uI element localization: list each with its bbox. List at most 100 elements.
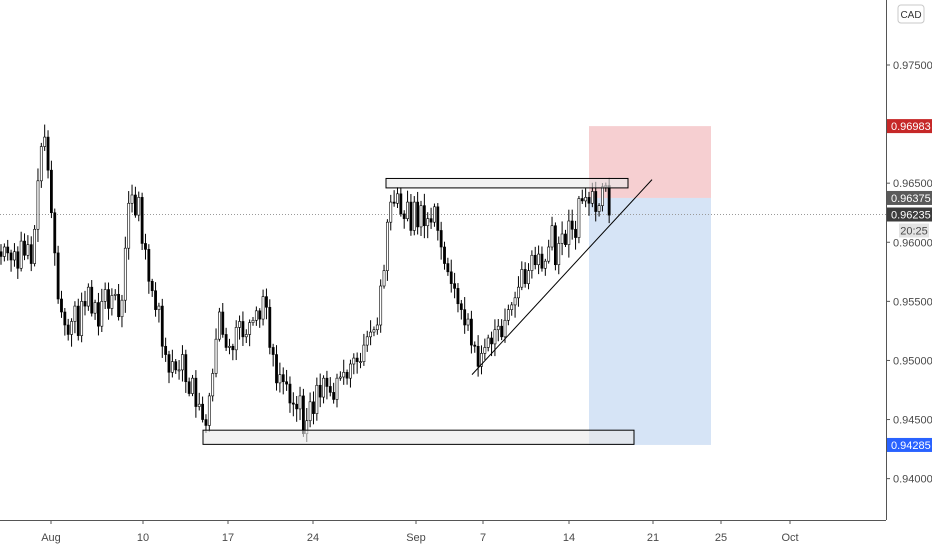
time-axis[interactable]: Aug 10 17 24 Sep 7 14 21 25 Oct — [0, 520, 886, 544]
candle-body — [248, 322, 252, 335]
candle-body — [204, 419, 208, 426]
candle-body — [63, 311, 67, 326]
candle-body — [275, 354, 278, 384]
candle-body — [312, 401, 315, 414]
candle-body — [490, 337, 493, 345]
candle-body — [399, 193, 403, 215]
price-tick-label: 0.96500 — [893, 178, 932, 190]
candle-body — [469, 318, 473, 346]
candle-body — [214, 338, 218, 374]
candle-body — [160, 305, 164, 347]
candle-body — [110, 295, 114, 309]
candle-body — [191, 377, 194, 394]
candle-body — [120, 299, 124, 318]
candle-body — [315, 384, 319, 414]
candle-body — [147, 249, 151, 282]
candle-body — [506, 309, 510, 321]
candle-body — [533, 254, 537, 266]
candle-body — [221, 311, 225, 335]
candle-body — [587, 197, 591, 204]
candle-body — [419, 205, 423, 228]
candle-body — [218, 311, 221, 340]
candle-body — [590, 191, 594, 204]
candle-body — [523, 269, 527, 284]
candle-body — [184, 354, 188, 383]
trendline[interactable] — [471, 179, 653, 375]
candle-body — [433, 206, 436, 223]
candle-body — [510, 304, 514, 310]
candle-body — [187, 381, 191, 394]
candle-body — [241, 321, 245, 338]
currency-button[interactable]: CAD — [897, 4, 925, 24]
candle-body — [194, 377, 198, 407]
candle-body — [301, 395, 305, 435]
resistance-zone[interactable] — [385, 177, 629, 189]
candle-body — [486, 337, 490, 348]
candle-body — [560, 233, 564, 244]
candle-body — [86, 286, 90, 307]
candle-body — [113, 293, 117, 296]
candle-body — [154, 290, 157, 310]
candle-body — [362, 344, 366, 362]
price-axis[interactable]: 0.97500 0.96500 0.96000 0.95500 0.95000 0.945… — [886, 0, 932, 520]
candle-body — [19, 240, 23, 269]
price-tick-label: 0.95000 — [893, 355, 932, 367]
candle-body — [157, 305, 161, 310]
candle-body — [570, 220, 574, 230]
candle-body — [553, 225, 557, 266]
candle-body — [436, 206, 440, 231]
candle-body — [332, 392, 336, 400]
time-tick-label: 21 — [647, 532, 659, 544]
candle-body — [422, 205, 426, 227]
candle-body — [93, 302, 97, 314]
candle-body — [265, 296, 268, 308]
price-badge: 0.96235 — [887, 207, 932, 222]
time-tick-label: Oct — [781, 532, 798, 544]
price-badge: 0.96983 — [887, 119, 932, 134]
candle-body — [439, 230, 443, 248]
candle-body — [238, 321, 241, 328]
take-profit-zone[interactable] — [589, 197, 711, 445]
candle-body — [325, 377, 329, 387]
candle-body — [500, 325, 504, 338]
candle-body — [23, 240, 26, 256]
candle-body — [574, 228, 577, 238]
candle-body — [268, 306, 272, 348]
candle-body — [449, 271, 453, 284]
candle-body — [97, 302, 100, 327]
candle-body — [537, 253, 541, 266]
candle-body — [547, 246, 551, 262]
candle-body — [107, 289, 110, 309]
candle-body — [483, 347, 487, 354]
price-tick-label: 0.94500 — [893, 415, 932, 427]
candle-body — [527, 270, 530, 284]
candle-body — [396, 193, 399, 204]
support-zone[interactable] — [202, 429, 635, 445]
price-badge-label: 0.96983 — [891, 121, 931, 133]
time-tick-label: 24 — [307, 532, 319, 544]
candle-body — [557, 243, 561, 266]
candle-body — [342, 371, 346, 378]
candle-body — [0, 251, 3, 257]
candle-body — [496, 325, 500, 331]
candle-body — [359, 361, 362, 363]
candle-body — [406, 201, 409, 219]
candle-body — [601, 186, 604, 206]
candle-body — [513, 297, 517, 306]
price-badge: 0.94285 — [887, 437, 932, 452]
time-tick-label: 25 — [715, 532, 727, 544]
candle-body — [577, 198, 581, 238]
countdown-badge: 20:25 — [899, 223, 929, 238]
candle-body — [60, 298, 63, 313]
candle-body — [416, 201, 420, 228]
candle-body — [369, 331, 373, 338]
price-tick-label: 0.95500 — [893, 296, 932, 308]
candle-body — [13, 251, 16, 261]
candle-body — [254, 310, 258, 321]
candle-body — [288, 383, 292, 404]
candle-body — [130, 194, 134, 204]
countdown-text: 20:25 — [900, 226, 928, 238]
time-tick-label: Aug — [41, 532, 61, 544]
